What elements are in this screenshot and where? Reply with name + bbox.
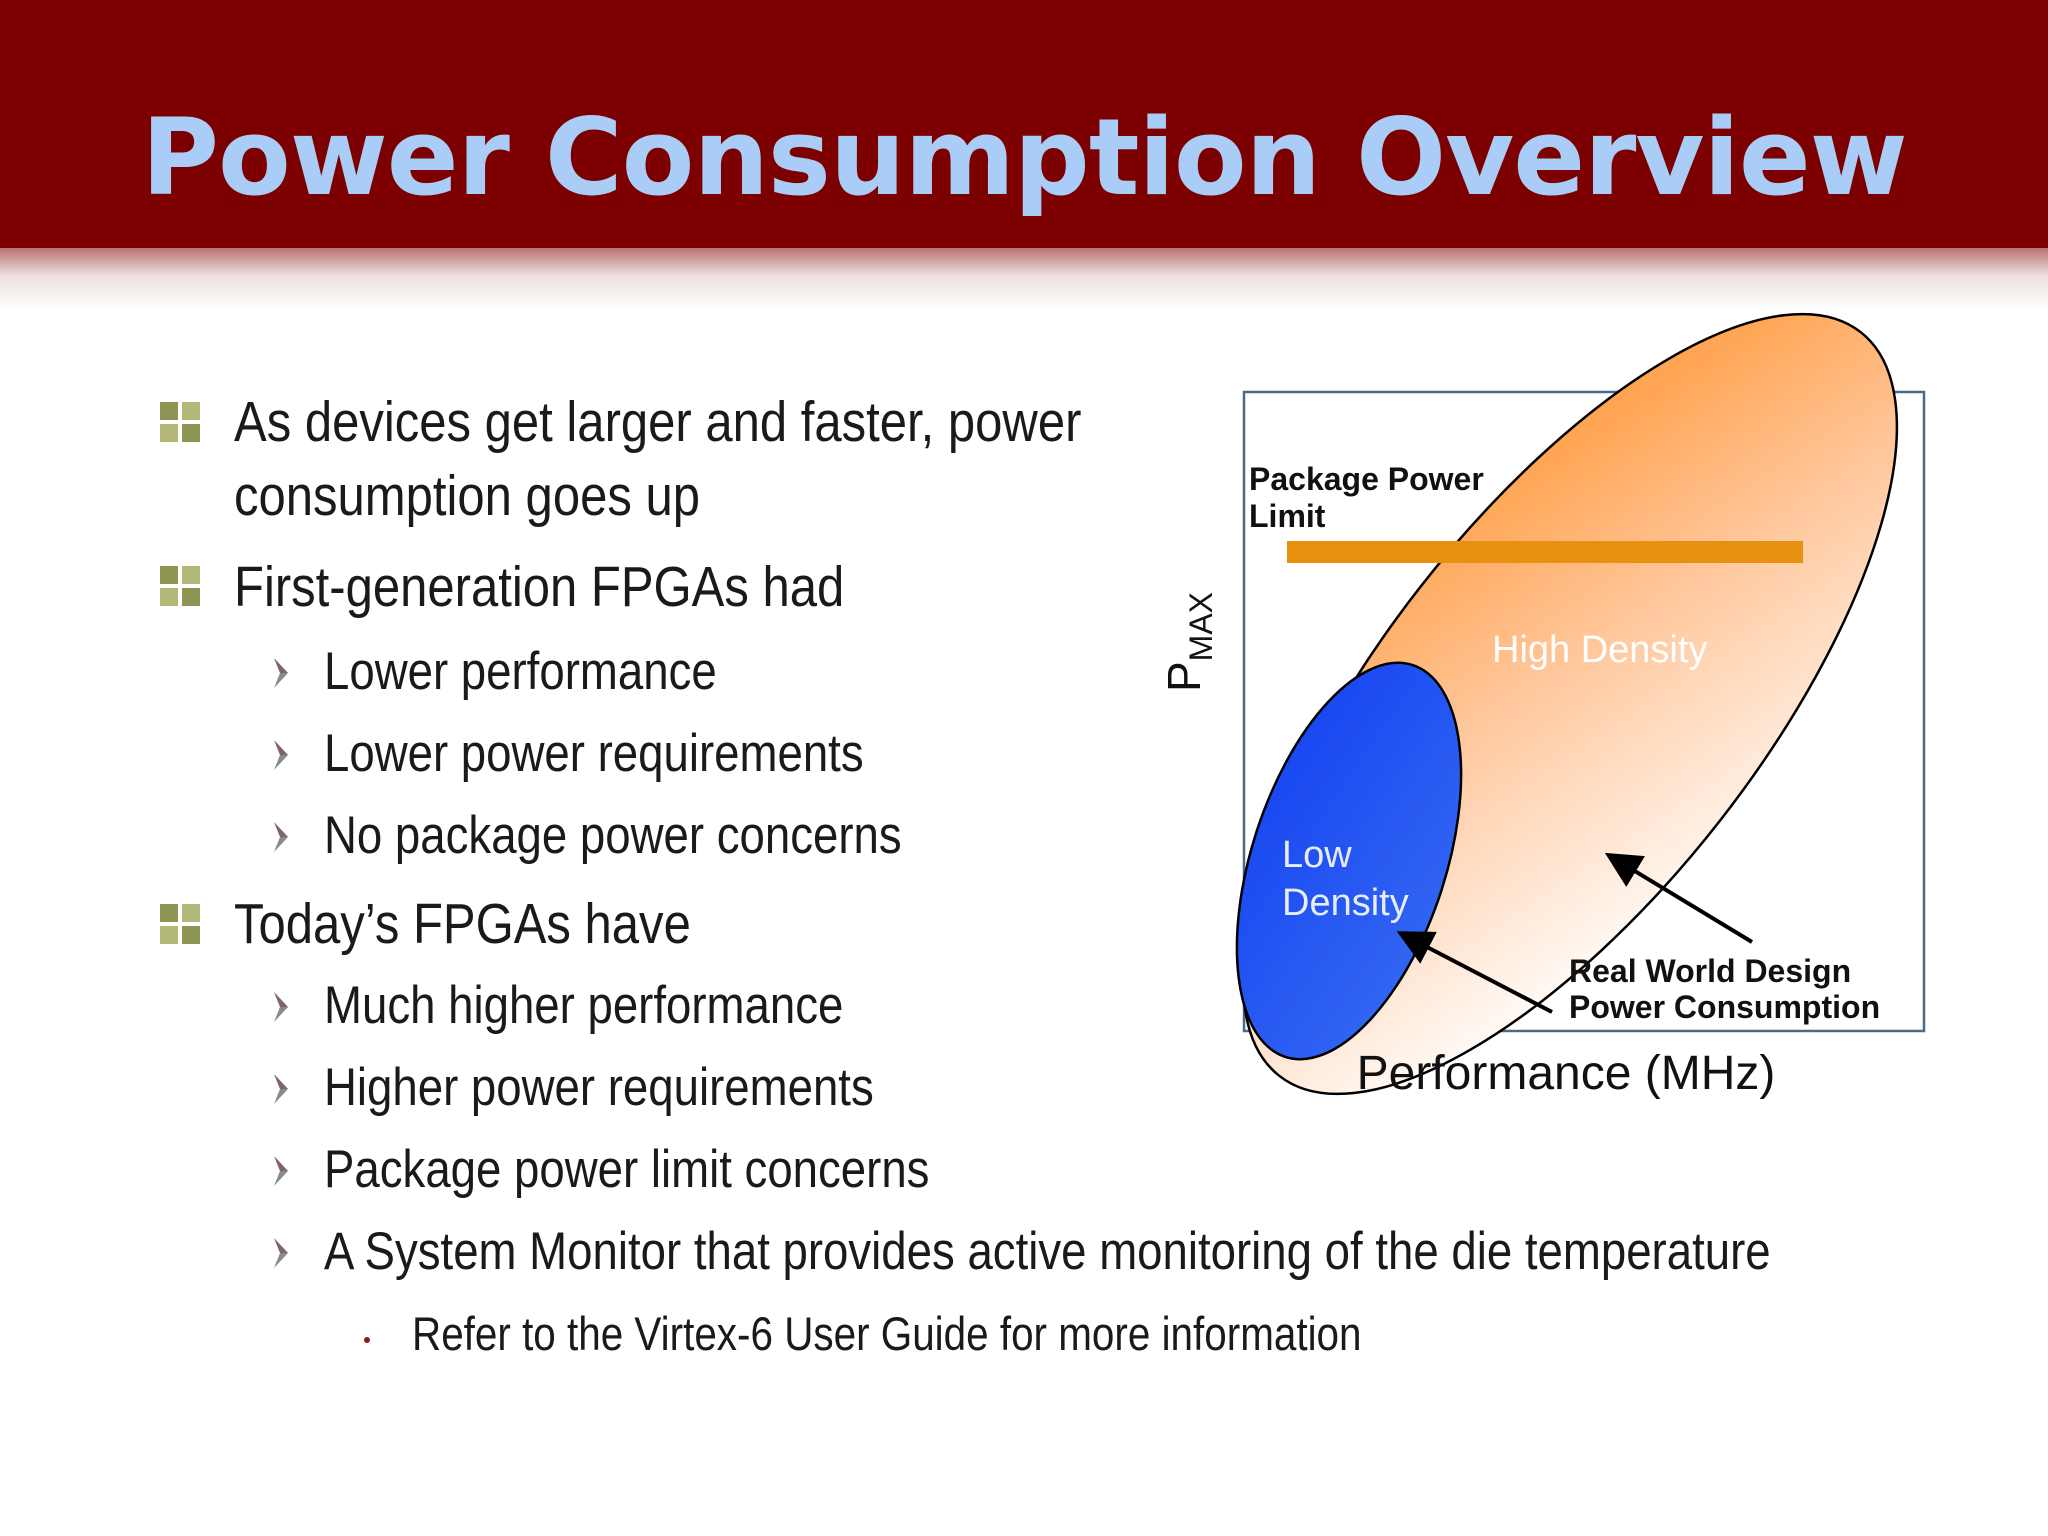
bullet-3-sub-sub-1: Refer to the Virtex-6 User Guide for mor… (412, 1307, 1362, 1360)
bullet-3-sub-1: Much higher performance (324, 976, 844, 1035)
arrow-to-high-density (1604, 852, 1754, 944)
bullet-1-line-1: As devices get larger and faster, power (234, 390, 1082, 454)
bullet-2-sub-1: Lower performance (324, 642, 717, 701)
chevron-right-icon (274, 822, 288, 852)
title-bar (0, 0, 2048, 248)
square-bullet-icon (160, 402, 200, 442)
chevron-right-icon (274, 1238, 288, 1268)
dot-bullet-icon (364, 1337, 370, 1343)
x-axis-label: Performance (MHz) (1357, 1047, 1776, 1100)
real-world-label-line-1: Real World Design (1569, 953, 1851, 989)
bullet-3-sub-2: Higher power requirements (324, 1058, 874, 1117)
package-limit-label-line-2: Limit (1249, 498, 1326, 534)
bullet-2-sub-3: No package power concerns (324, 806, 902, 865)
bullet-2: First-generation FPGAs had (234, 555, 845, 619)
svg-text:PMAX: PMAX (1158, 592, 1219, 692)
chevron-right-icon (274, 658, 288, 688)
arrow-to-low-density (1396, 931, 1553, 1014)
chevron-right-icon (274, 992, 288, 1022)
y-axis-label: PMAX (1158, 592, 1219, 692)
chevron-right-icon (274, 740, 288, 770)
chevron-right-icon (274, 1074, 288, 1104)
real-world-label-line-2: Power Consumption (1569, 989, 1880, 1025)
high-density-label: High Density (1492, 629, 1707, 671)
square-bullet-icon (160, 566, 200, 606)
package-power-limit-bar (1287, 541, 1803, 563)
bullet-3: Today’s FPGAs have (234, 892, 691, 956)
slide-title: Power Consumption Overview (141, 96, 1907, 219)
bullet-list: As devices get larger and faster, power … (160, 390, 1771, 1360)
bullet-3-sub-3: Package power limit concerns (324, 1140, 930, 1199)
chevron-right-icon (274, 1156, 288, 1186)
bullet-1-line-2: consumption goes up (234, 464, 701, 528)
title-bar-shadow (0, 248, 2048, 310)
bullet-2-sub-2: Lower power requirements (324, 724, 864, 783)
y-axis-label-main: P (1158, 661, 1210, 692)
bullet-3-sub-4: A System Monitor that provides active mo… (324, 1222, 1771, 1281)
low-density-label-line-2: Density (1282, 882, 1409, 924)
y-axis-label-subscript: MAX (1183, 592, 1219, 661)
square-bullet-icon (160, 904, 200, 944)
low-density-label-line-1: Low (1282, 834, 1352, 876)
package-limit-label-line-1: Package Power (1249, 461, 1484, 497)
